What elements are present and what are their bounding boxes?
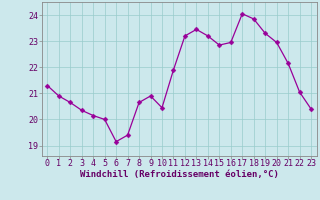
X-axis label: Windchill (Refroidissement éolien,°C): Windchill (Refroidissement éolien,°C) (80, 170, 279, 179)
